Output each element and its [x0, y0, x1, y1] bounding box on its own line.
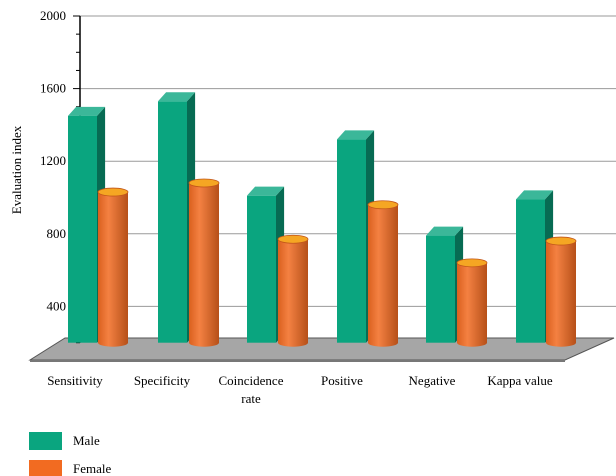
bar-body [278, 239, 308, 347]
legend-label-male: Male [73, 433, 100, 448]
bar-cap [97, 187, 129, 197]
bar-cap [367, 200, 399, 210]
bar-body [546, 241, 576, 347]
category-label: Negative [409, 373, 456, 388]
bar-top [337, 130, 375, 140]
legend-label-female: Female [73, 461, 111, 476]
category-label: Positive [321, 373, 363, 388]
bar-cap [545, 236, 577, 246]
bar-top [158, 92, 196, 102]
category-labels: Sensitivity Specificity Coincidence rate Pos… [47, 373, 553, 406]
bar-top [516, 190, 554, 200]
bar-cap [277, 234, 309, 244]
legend-swatch-male [29, 432, 62, 450]
bar-front [158, 101, 187, 343]
bar-cap [456, 258, 488, 268]
y-tick-label: 1600 [40, 81, 66, 96]
bar-female-3 [367, 200, 399, 347]
bar-top [68, 106, 106, 116]
category-label: Coincidence [219, 373, 284, 388]
bar-cap [188, 178, 220, 188]
legend: Male Female [29, 432, 111, 476]
legend-swatch-female [29, 460, 62, 476]
bar-female-5 [545, 236, 577, 347]
y-tick-label: 400 [47, 298, 67, 313]
bar-front [516, 199, 545, 343]
bar-body [189, 182, 219, 347]
bar-front [247, 195, 276, 343]
bar-female-1 [188, 178, 220, 347]
bar-female-0 [97, 187, 129, 347]
floor-edge [30, 360, 565, 362]
bar-front [68, 115, 97, 343]
category-label: Sensitivity [47, 373, 103, 388]
category-label: Kappa value [487, 373, 553, 388]
bar-front [337, 139, 366, 343]
bar-male-5 [516, 190, 554, 343]
y-tick-label: 800 [47, 226, 67, 241]
y-tick-label: 1200 [40, 153, 66, 168]
bar-front [426, 235, 455, 343]
category-label: rate [241, 391, 261, 406]
category-label: Specificity [134, 373, 191, 388]
bar-female-4 [456, 258, 488, 347]
y-tick-label: 2000 [40, 8, 66, 23]
bar-top [247, 186, 285, 196]
bar-body [98, 192, 128, 347]
bar-female-2 [277, 234, 309, 347]
bar-top [426, 226, 464, 236]
bars [68, 92, 577, 347]
y-axis-label: Evaluation index [9, 125, 24, 214]
bar-body [368, 204, 398, 347]
bar-body [457, 262, 487, 347]
